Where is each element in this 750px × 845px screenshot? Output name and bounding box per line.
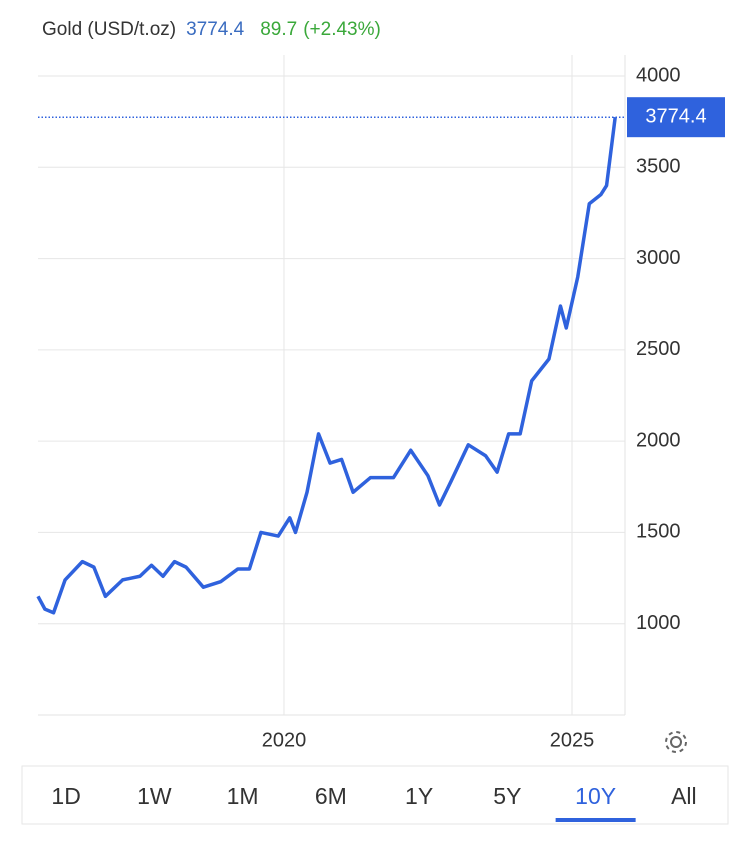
range-button[interactable]: 6M — [315, 783, 347, 809]
y-tick-label: 1000 — [636, 612, 681, 634]
active-range-underline — [555, 818, 636, 822]
settings-icon[interactable] — [665, 731, 687, 753]
range-button[interactable]: 1D — [51, 783, 80, 809]
current-price-box — [627, 97, 725, 138]
range-bar — [21, 765, 729, 825]
y-tick-label: 3000 — [636, 247, 681, 269]
range-button[interactable]: 1W — [137, 783, 172, 809]
header-change: 89.7 — [260, 19, 297, 40]
y-tick-label: 1500 — [636, 521, 681, 543]
range-button[interactable]: 10Y — [575, 783, 616, 809]
range-button[interactable]: All — [671, 783, 697, 809]
y-tick-label: 4000 — [636, 64, 681, 86]
range-button[interactable]: 5Y — [493, 783, 521, 809]
y-tick-label: 2500 — [636, 338, 681, 360]
price-line — [36, 116, 617, 615]
chart-title: Gold (USD/t.oz) — [42, 19, 176, 40]
header-price: 3774.4 — [186, 19, 245, 40]
range-button[interactable]: 1Y — [405, 783, 433, 809]
y-tick-label: 2000 — [636, 429, 681, 451]
x-tick-label: 2025 — [550, 729, 595, 751]
header-change-percent: (+2.43%) — [303, 19, 381, 40]
range-button[interactable]: 1M — [227, 783, 259, 809]
x-tick-label: 2020 — [262, 729, 307, 751]
current-price-label: 3774.4 — [645, 105, 706, 127]
y-tick-label: 3500 — [636, 156, 681, 178]
